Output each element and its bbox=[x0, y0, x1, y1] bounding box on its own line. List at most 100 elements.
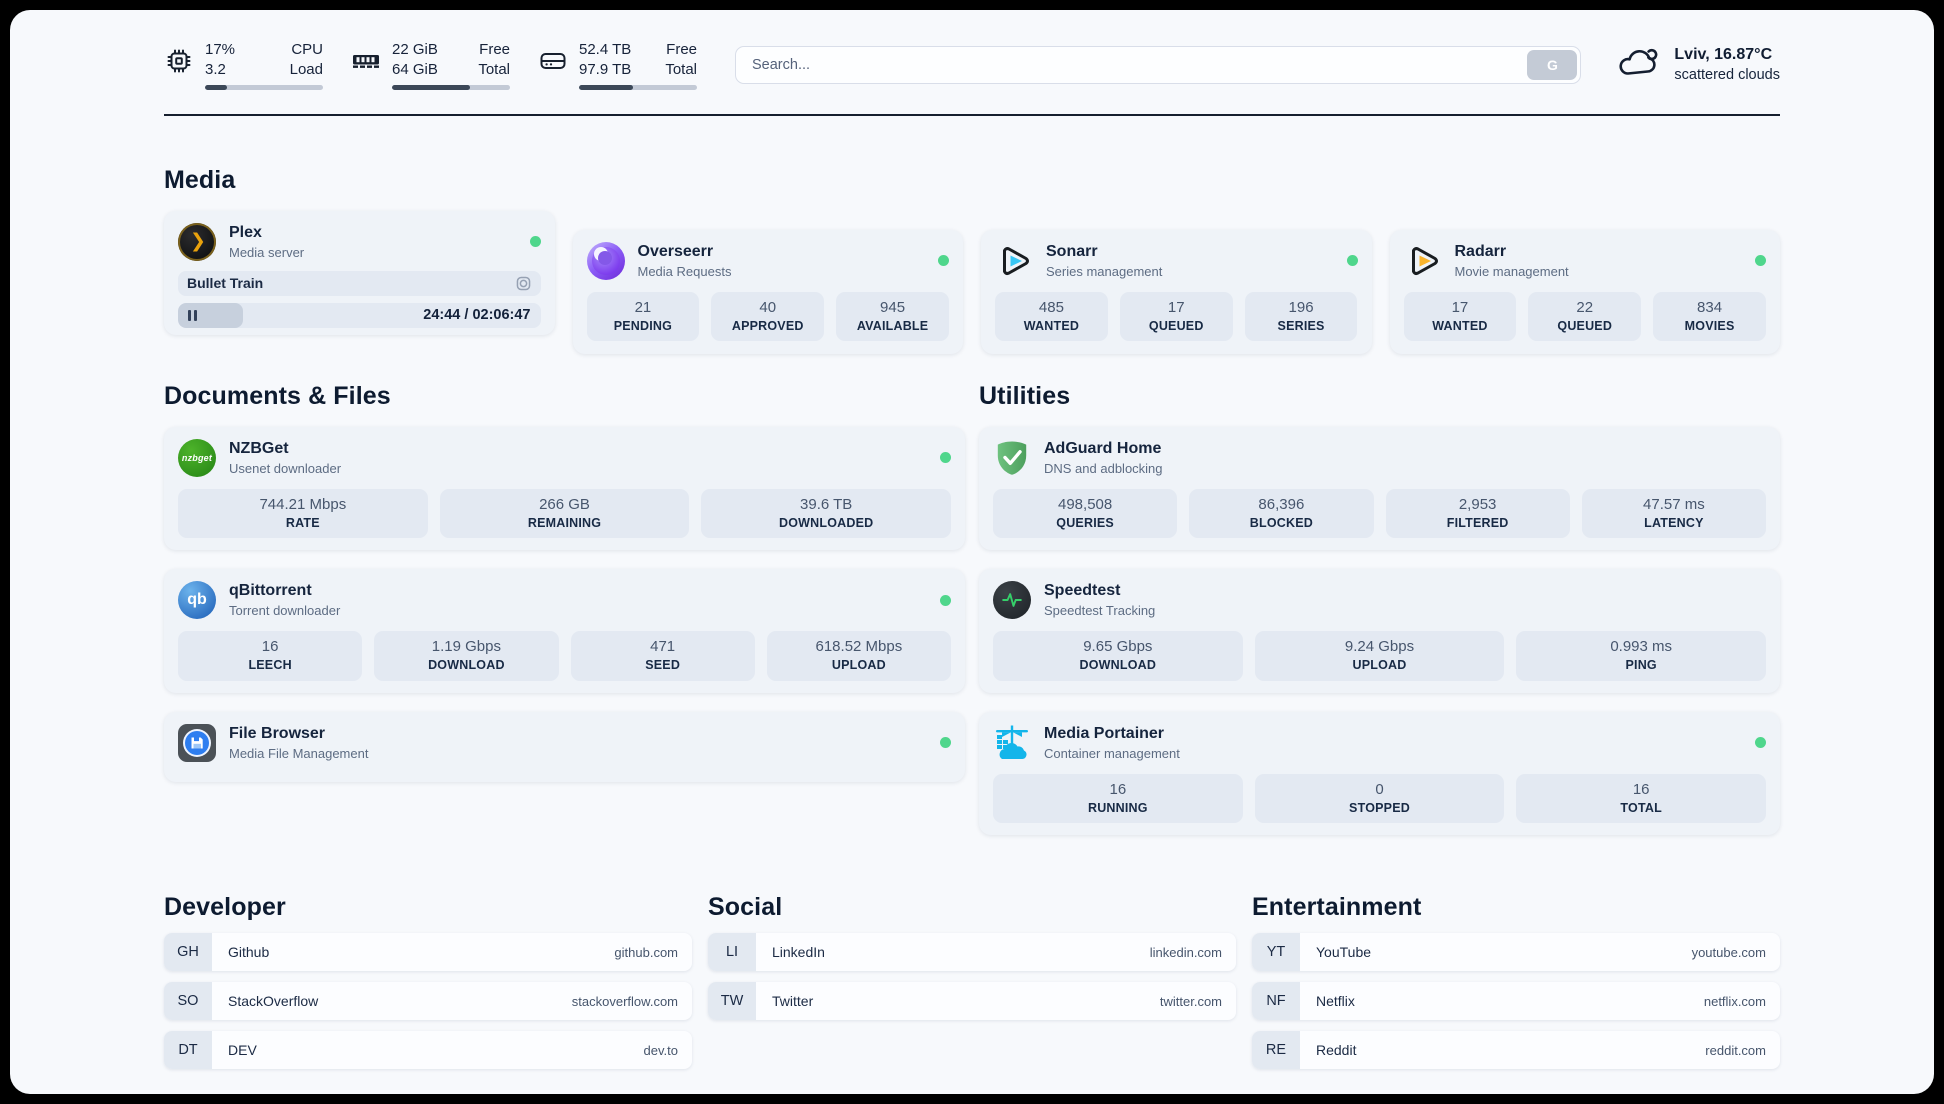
overseerr-stat-pending: 21 PENDING bbox=[586, 291, 700, 342]
cpu-percent: 17% bbox=[205, 41, 236, 58]
sonarr-icon bbox=[995, 242, 1033, 280]
reddit-abbr-icon: RE bbox=[1252, 1031, 1300, 1070]
cpu-load-value: 3.2 bbox=[205, 60, 226, 78]
utilities-column: Utilities bbox=[979, 382, 1780, 836]
top-bar: 17% 3.2 CPU Load bbox=[164, 40, 1780, 90]
memory-widget: 22 GiB 64 GiB Free Total bbox=[351, 40, 510, 90]
section-heading-utilities: Utilities bbox=[979, 381, 1071, 410]
qbittorrent-icon: qb bbox=[178, 581, 216, 620]
qbittorrent-card[interactable]: qb qBittorrent Torrent downloader 16 LEE… bbox=[164, 569, 965, 693]
overseerr-subtitle: Media Requests bbox=[637, 263, 732, 279]
nzbget-stat-remaining: 266 GB REMAINING bbox=[439, 488, 690, 539]
search-input[interactable] bbox=[735, 45, 1582, 84]
nzbget-stat-rate: 744.21 Mbps RATE bbox=[178, 488, 428, 539]
plex-playback-time: 24:44 / 02:06:47 bbox=[423, 307, 531, 324]
filebrowser-icon bbox=[178, 723, 216, 762]
bookmark-youtube[interactable]: YT YouTube youtube.com bbox=[1252, 933, 1780, 972]
speedtest-stat-download: 9.65 Gbps DOWNLOAD bbox=[993, 631, 1243, 681]
portainer-stat-running: 16 RUNNING bbox=[993, 773, 1243, 824]
netflix-abbr-icon: NF bbox=[1252, 982, 1300, 1021]
adguard-title: AdGuard Home bbox=[1044, 439, 1162, 457]
radarr-stat-queued: 22 QUEUED bbox=[1528, 291, 1642, 342]
section-heading-entertainment: Entertainment bbox=[1252, 893, 1422, 922]
overseerr-stat-approved: 40 APPROVED bbox=[711, 291, 825, 342]
bookmark-github[interactable]: GH Github github.com bbox=[164, 933, 692, 972]
radarr-subtitle: Movie management bbox=[1454, 263, 1569, 279]
disk-label-2: Total bbox=[665, 60, 697, 78]
radarr-status-dot bbox=[1755, 255, 1766, 267]
qbittorrent-stat-leech: 16 LEECH bbox=[178, 631, 363, 681]
overseerr-card[interactable]: Overseerr Media Requests 21 PENDING 40 A… bbox=[572, 229, 963, 354]
bookmark-group-developer: Developer GH Github github.com SO StackO… bbox=[164, 893, 692, 1070]
memory-label-1: Free bbox=[479, 41, 510, 58]
adguard-stat-queries: 498,508 QUERIES bbox=[993, 488, 1178, 539]
portainer-status-dot bbox=[1755, 737, 1766, 749]
stackoverflow-abbr-icon: SO bbox=[164, 982, 212, 1021]
disk-label-1: Free bbox=[666, 41, 697, 58]
sonarr-stat-series: 196 SERIES bbox=[1244, 291, 1358, 342]
sonarr-card[interactable]: Sonarr Series management 485 WANTED 17 Q… bbox=[981, 229, 1372, 354]
disk-free-value: 52.4 TB bbox=[579, 41, 632, 58]
radarr-card[interactable]: Radarr Movie management 17 WANTED 22 QUE… bbox=[1389, 229, 1780, 354]
speedtest-title: Speedtest bbox=[1044, 582, 1121, 600]
memory-free-value: 22 GiB bbox=[392, 41, 438, 58]
bookmark-netflix[interactable]: NF Netflix netflix.com bbox=[1252, 982, 1780, 1021]
sonarr-title: Sonarr bbox=[1046, 242, 1098, 260]
youtube-abbr-icon: YT bbox=[1252, 933, 1300, 972]
dashboard-panel: 17% 3.2 CPU Load bbox=[10, 10, 1934, 1094]
qbittorrent-subtitle: Torrent downloader bbox=[229, 603, 341, 619]
header-divider bbox=[164, 113, 1780, 116]
speedtest-stat-upload: 9.24 Gbps UPLOAD bbox=[1254, 631, 1505, 681]
bookmark-linkedin[interactable]: LI LinkedIn linkedin.com bbox=[708, 933, 1236, 972]
plex-playback-progress: 24:44 / 02:06:47 bbox=[178, 302, 541, 328]
filebrowser-card[interactable]: File Browser Media File Management bbox=[164, 711, 965, 782]
overseerr-title: Overseerr bbox=[637, 242, 714, 260]
portainer-card[interactable]: Media Portainer Container management 16 … bbox=[979, 711, 1780, 836]
portainer-stat-total: 16 TOTAL bbox=[1516, 773, 1767, 824]
nzbget-stat-downloaded: 39.6 TB DOWNLOADED bbox=[701, 488, 952, 539]
nzbget-title: NZBGet bbox=[229, 439, 289, 457]
disk-icon bbox=[538, 46, 568, 76]
bookmark-twitter[interactable]: TW Twitter twitter.com bbox=[708, 982, 1236, 1021]
plex-card[interactable]: ❯ Plex Media server Bullet Train bbox=[164, 210, 555, 335]
weather-widget[interactable]: Lviv, 16.87°C scattered clouds bbox=[1615, 42, 1780, 87]
pause-icon bbox=[188, 309, 197, 321]
search-provider-button[interactable]: G bbox=[1527, 49, 1578, 80]
plex-now-playing-title: Bullet Train bbox=[187, 275, 264, 292]
speedtest-subtitle: Speedtest Tracking bbox=[1044, 603, 1156, 619]
nzbget-card[interactable]: nzbget NZBGet Usenet downloader 744.21 M… bbox=[164, 426, 965, 551]
documents-column: Documents & Files nzbget NZBGet Usenet d… bbox=[164, 382, 965, 836]
now-playing-media-icon bbox=[515, 275, 532, 292]
speedtest-card[interactable]: Speedtest Speedtest Tracking 9.65 Gbps D… bbox=[979, 569, 1780, 693]
portainer-title: Media Portainer bbox=[1044, 724, 1165, 742]
portainer-icon bbox=[993, 724, 1031, 762]
plex-now-playing: Bullet Train bbox=[178, 270, 541, 296]
bookmark-stackoverflow[interactable]: SO StackOverflow stackoverflow.com bbox=[164, 982, 692, 1021]
adguard-stat-latency: 47.57 ms LATENCY bbox=[1581, 488, 1766, 539]
adguard-card[interactable]: AdGuard Home DNS and adblocking 498,508 … bbox=[979, 426, 1780, 551]
overseerr-icon bbox=[586, 241, 625, 280]
nzbget-icon: nzbget bbox=[178, 438, 216, 477]
memory-icon bbox=[351, 46, 381, 76]
bookmark-dev[interactable]: DT DEV dev.to bbox=[164, 1031, 692, 1070]
memory-label-2: Total bbox=[478, 60, 510, 78]
plex-icon: ❯ bbox=[178, 222, 216, 261]
qbittorrent-title: qBittorrent bbox=[229, 582, 312, 600]
search-bar: G bbox=[735, 45, 1582, 84]
memory-progress-bar bbox=[392, 84, 510, 90]
overseerr-stat-available: 945 AVAILABLE bbox=[836, 291, 949, 342]
adguard-stat-blocked: 86,396 BLOCKED bbox=[1189, 488, 1374, 539]
sonarr-status-dot bbox=[1346, 255, 1358, 267]
cloud-icon bbox=[1615, 42, 1661, 87]
filebrowser-title: File Browser bbox=[229, 724, 326, 742]
twitter-abbr-icon: TW bbox=[708, 982, 756, 1021]
bookmark-reddit[interactable]: RE Reddit reddit.com bbox=[1252, 1031, 1780, 1070]
weather-condition: scattered clouds bbox=[1674, 66, 1780, 83]
disk-progress-bar bbox=[579, 84, 697, 90]
adguard-icon bbox=[993, 439, 1031, 477]
speedtest-stat-ping: 0.993 ms PING bbox=[1516, 631, 1767, 681]
disk-widget: 52.4 TB 97.9 TB Free Total bbox=[538, 40, 697, 90]
weather-location-temp: Lviv, 16.87°C bbox=[1674, 46, 1773, 64]
qbittorrent-stat-download: 1.19 Gbps DOWNLOAD bbox=[374, 631, 559, 681]
plex-title: Plex bbox=[229, 223, 262, 241]
